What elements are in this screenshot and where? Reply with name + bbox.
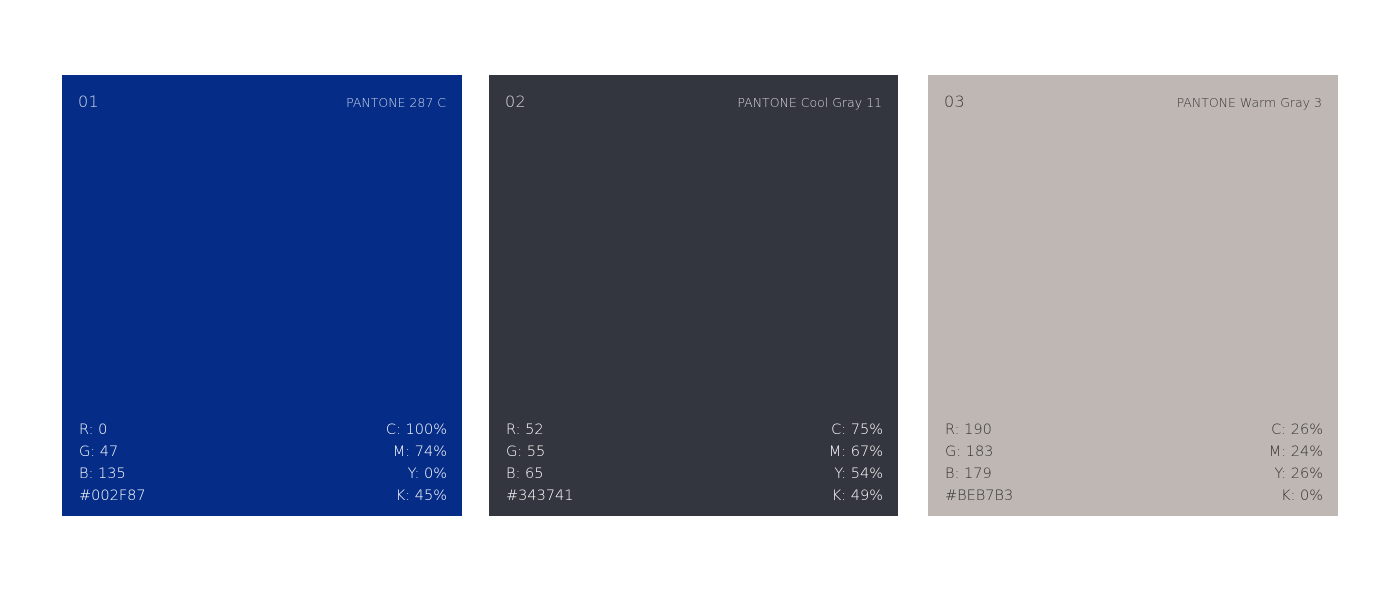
cmyk-magenta: M: 74%: [392, 444, 447, 460]
cmyk-values: C: 75% M: 67% Y: 54% K: 49%: [829, 419, 883, 507]
cmyk-key: K: 45%: [395, 488, 447, 504]
rgb-green: G: 55: [506, 444, 546, 460]
rgb-blue: B: 179: [945, 466, 992, 482]
rgb-red: R: 0: [79, 422, 108, 438]
cmyk-yellow: Y: 26%: [1274, 466, 1323, 482]
cmyk-yellow: Y: 54%: [834, 466, 883, 482]
cmyk-cyan: C: 75%: [831, 422, 883, 438]
swatch-number: 02: [505, 92, 526, 111]
color-values: R: 0 G: 47 B: 135 #002F87 C: 100% M: 74%…: [79, 419, 447, 507]
color-swatch-pantone-287c: 01 PANTONE 287 C R: 0 G: 47 B: 135 #002F…: [62, 75, 462, 516]
cmyk-magenta: M: 24%: [1268, 444, 1323, 460]
rgb-values: R: 0 G: 47 B: 135 #002F87: [79, 419, 146, 507]
cmyk-magenta: M: 67%: [828, 444, 883, 460]
cmyk-cyan: C: 26%: [1271, 422, 1323, 438]
rgb-blue: B: 65: [506, 466, 544, 482]
rgb-green: G: 183: [945, 444, 994, 460]
pantone-name: PANTONE Warm Gray 3: [1176, 95, 1322, 110]
cmyk-yellow: Y: 0%: [407, 466, 447, 482]
swatch-number: 03: [944, 92, 965, 111]
rgb-green: G: 47: [79, 444, 119, 460]
hex-value: #343741: [506, 488, 574, 504]
cmyk-values: C: 26% M: 24% Y: 26% K: 0%: [1269, 419, 1323, 507]
rgb-values: R: 52 G: 55 B: 65 #343741: [506, 419, 574, 507]
cmyk-key: K: 49%: [831, 488, 883, 504]
rgb-blue: B: 135: [79, 466, 126, 482]
cmyk-cyan: C: 100%: [385, 422, 447, 438]
cmyk-key: K: 0%: [1280, 488, 1323, 504]
pantone-name: PANTONE 287 C: [346, 95, 446, 110]
color-swatch-pantone-warm-gray-3: 03 PANTONE Warm Gray 3 R: 190 G: 183 B: …: [928, 75, 1338, 516]
swatch-number: 01: [78, 92, 99, 111]
pantone-name: PANTONE Cool Gray 11: [737, 95, 882, 110]
rgb-red: R: 52: [506, 422, 544, 438]
rgb-red: R: 190: [945, 422, 992, 438]
color-swatch-pantone-cool-gray-11: 02 PANTONE Cool Gray 11 R: 52 G: 55 B: 6…: [489, 75, 898, 516]
cmyk-values: C: 100% M: 74% Y: 0% K: 45%: [386, 419, 447, 507]
color-values: R: 52 G: 55 B: 65 #343741 C: 75% M: 67% …: [506, 419, 883, 507]
hex-value: #002F87: [79, 488, 146, 504]
rgb-values: R: 190 G: 183 B: 179 #BEB7B3: [945, 419, 1013, 507]
hex-value: #BEB7B3: [945, 488, 1014, 504]
color-values: R: 190 G: 183 B: 179 #BEB7B3 C: 26% M: 2…: [945, 419, 1323, 507]
